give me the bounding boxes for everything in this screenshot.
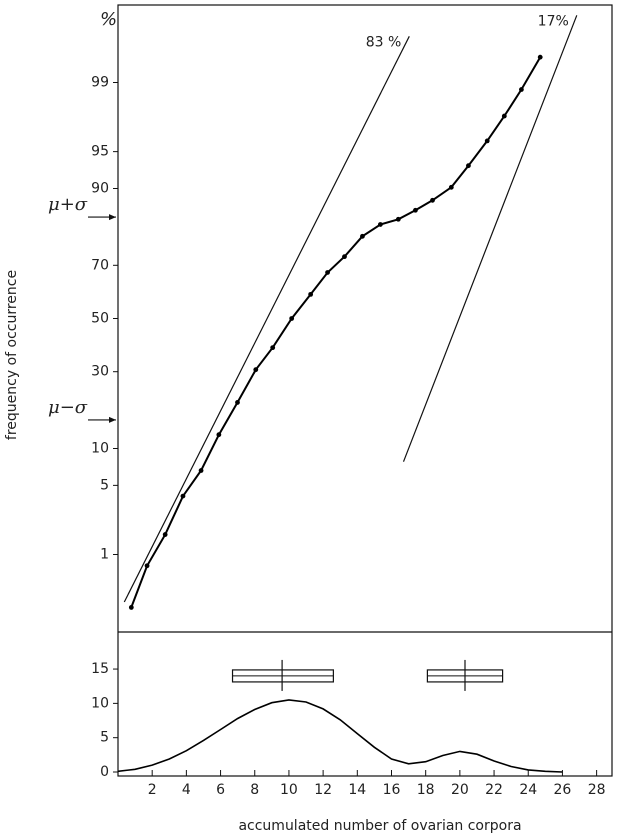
data-point bbox=[144, 563, 150, 569]
reference-line bbox=[402, 15, 578, 462]
x-tick-label: 28 bbox=[588, 782, 606, 798]
data-point bbox=[325, 270, 330, 275]
data-point bbox=[308, 291, 314, 297]
data-point bbox=[413, 207, 418, 213]
data-point bbox=[342, 254, 347, 260]
y-tick-label: 5 bbox=[100, 730, 109, 746]
data-point bbox=[484, 138, 490, 144]
x-tick-label: 2 bbox=[148, 782, 157, 798]
data-point bbox=[395, 216, 401, 222]
y-tick-label: 10 bbox=[91, 695, 109, 711]
data-point bbox=[519, 87, 524, 92]
x-tick-label: 12 bbox=[314, 782, 332, 798]
reference-line-label: 83 % bbox=[366, 34, 402, 50]
reference-line bbox=[123, 36, 410, 603]
reference-line-label: 17% bbox=[538, 13, 569, 29]
data-point bbox=[430, 197, 435, 203]
unit-label: % bbox=[100, 9, 117, 30]
annotation: μ−σ bbox=[48, 397, 88, 418]
fitted-curve bbox=[130, 56, 542, 608]
data-point bbox=[377, 222, 383, 227]
data-point bbox=[235, 400, 240, 405]
y-axis-label: frequency of occurrence bbox=[4, 270, 20, 440]
density-curve bbox=[117, 699, 563, 773]
arrow-head bbox=[109, 416, 116, 423]
plot-frame bbox=[117, 4, 613, 777]
data-point bbox=[270, 345, 276, 351]
y-tick-label: 90 bbox=[91, 180, 109, 196]
y-tick-label: 1 bbox=[100, 547, 109, 563]
x-tick-label: 14 bbox=[348, 782, 366, 798]
y-tick-label: 0 bbox=[100, 764, 109, 780]
x-tick-label: 18 bbox=[417, 782, 435, 798]
y-tick-label: 99 bbox=[91, 74, 109, 90]
y-tick-label: 70 bbox=[91, 257, 109, 273]
data-point bbox=[180, 493, 186, 499]
annotation: μ+σ bbox=[48, 194, 88, 215]
data-point bbox=[289, 316, 295, 321]
y-tick-label: 30 bbox=[91, 364, 109, 380]
y-tick-label: 50 bbox=[91, 311, 109, 327]
data-point bbox=[448, 184, 454, 190]
y-tick-label: 10 bbox=[91, 441, 109, 457]
x-axis-label: accumulated number of ovarian corpora bbox=[238, 818, 521, 834]
data-point bbox=[162, 532, 168, 537]
x-tick-label: 20 bbox=[451, 782, 469, 798]
y-tick-label: 15 bbox=[91, 661, 109, 677]
x-tick-label: 16 bbox=[383, 782, 401, 798]
arrow-head bbox=[109, 214, 116, 221]
data-point bbox=[466, 163, 471, 169]
x-tick-label: 24 bbox=[519, 782, 537, 798]
data-point bbox=[128, 605, 134, 610]
x-tick-label: 26 bbox=[554, 782, 572, 798]
x-tick-label: 10 bbox=[280, 782, 298, 798]
x-tick-label: 22 bbox=[485, 782, 503, 798]
x-tick-label: 8 bbox=[250, 782, 259, 798]
data-point bbox=[537, 54, 543, 60]
x-tick-label: 6 bbox=[216, 782, 225, 798]
data-point bbox=[501, 113, 507, 119]
data-point bbox=[253, 367, 259, 373]
data-point bbox=[360, 233, 365, 239]
y-tick-label: 95 bbox=[91, 144, 109, 160]
data-point bbox=[216, 432, 222, 438]
y-tick-label: 5 bbox=[100, 477, 109, 493]
x-tick-label: 4 bbox=[182, 782, 191, 798]
data-point bbox=[198, 468, 204, 473]
